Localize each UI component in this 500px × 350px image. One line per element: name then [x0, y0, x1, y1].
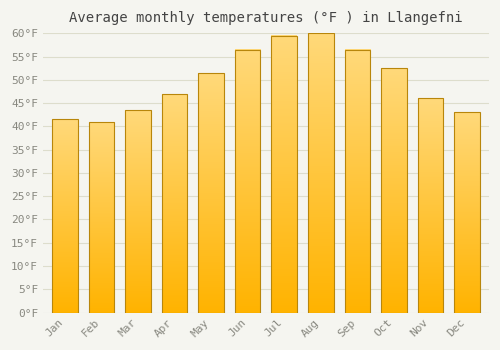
Bar	[272, 36, 297, 313]
Bar	[88, 122, 114, 313]
Bar	[125, 110, 151, 313]
Bar	[162, 94, 188, 313]
Bar	[52, 119, 78, 313]
Bar	[454, 112, 480, 313]
Bar	[235, 49, 260, 313]
Bar	[381, 68, 406, 313]
Bar	[344, 49, 370, 313]
Bar	[198, 73, 224, 313]
Bar	[308, 33, 334, 313]
Bar	[418, 98, 443, 313]
Title: Average monthly temperatures (°F ) in Llangefni: Average monthly temperatures (°F ) in Ll…	[69, 11, 462, 25]
